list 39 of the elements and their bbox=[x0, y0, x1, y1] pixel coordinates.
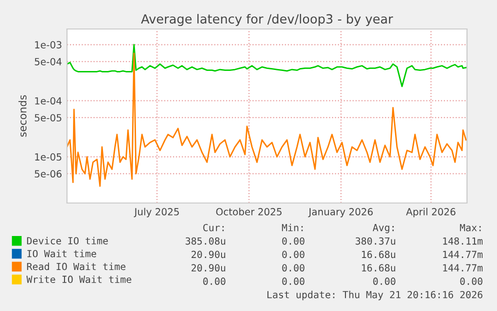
text: 20.90u bbox=[192, 264, 226, 272]
chart-title: Average latency for /dev/loop3 - by year bbox=[141, 14, 394, 26]
y-tick-label: 5e-06 bbox=[34, 170, 62, 178]
x-tick-label: April 2026 bbox=[406, 208, 456, 218]
text: 380.37u bbox=[356, 237, 396, 245]
text: 0.00 bbox=[282, 237, 304, 245]
y-axis-title: seconds bbox=[18, 95, 27, 137]
y-tick-label: 1e-05 bbox=[35, 153, 62, 161]
x-tick-label: October 2025 bbox=[216, 208, 282, 216]
line-series bbox=[67, 52, 467, 187]
text: 144.77m bbox=[443, 264, 483, 272]
text: Last update: Thu May 21 20:16:16 2026 bbox=[267, 290, 482, 300]
text: 16.68u bbox=[362, 250, 396, 258]
text: 0.00 bbox=[282, 264, 304, 272]
text: 0.00 bbox=[282, 278, 304, 285]
y-tick-label: 1e-04 bbox=[35, 97, 62, 105]
x-tick-label: July 2025 bbox=[134, 208, 179, 218]
line-series bbox=[67, 44, 467, 88]
text: Max: bbox=[460, 224, 481, 232]
text: 16.68u bbox=[362, 264, 396, 272]
legend-label: Read IO Wait time bbox=[27, 262, 126, 270]
text: 0.00 bbox=[460, 278, 482, 285]
text: 0.00 bbox=[203, 278, 226, 285]
text: Cur: bbox=[203, 224, 224, 232]
y-tick-label: 1e-03 bbox=[35, 41, 62, 48]
legend-label: IO Wait time bbox=[27, 250, 96, 258]
text: Avg: bbox=[372, 224, 394, 234]
y-tick-label: 5e-04 bbox=[34, 58, 62, 66]
text: Min: bbox=[282, 224, 303, 232]
x-tick-label: January 2026 bbox=[308, 208, 373, 218]
legend-label: Device IO time bbox=[27, 236, 108, 244]
text: 144.77m bbox=[443, 250, 483, 258]
legend-label: Write IO Wait time bbox=[26, 276, 132, 284]
text: 385.08u bbox=[186, 237, 226, 245]
text: 148.11m bbox=[443, 237, 483, 245]
text: 0.00 bbox=[282, 250, 304, 258]
text: 20.90u bbox=[192, 250, 226, 258]
text: 0.00 bbox=[373, 278, 396, 285]
y-tick-label: 5e-05 bbox=[34, 114, 62, 122]
